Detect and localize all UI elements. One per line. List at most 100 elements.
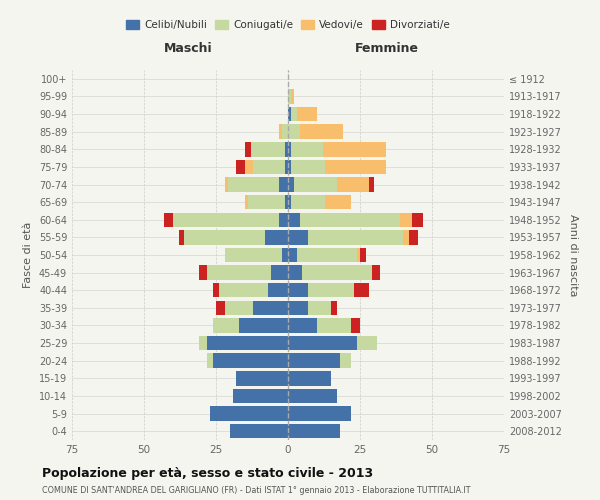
Bar — [288, 300, 308, 315]
Bar — [236, 160, 245, 174]
Bar — [288, 336, 357, 350]
Bar — [299, 212, 400, 227]
Bar — [179, 230, 184, 244]
Bar — [291, 160, 325, 174]
Bar — [248, 195, 285, 210]
Text: COMUNE DI SANT'ANDREA DEL GARIGLIANO (FR) - Dati ISTAT 1° gennaio 2013 - Elabora: COMUNE DI SANT'ANDREA DEL GARIGLIANO (FR… — [42, 486, 470, 495]
Bar — [268, 283, 288, 298]
Bar — [288, 318, 317, 332]
Bar — [280, 212, 288, 227]
Bar — [285, 160, 288, 174]
Bar — [308, 300, 331, 315]
Bar — [164, 212, 173, 227]
Bar — [323, 142, 386, 156]
Bar — [288, 160, 291, 174]
Bar — [291, 107, 296, 122]
Bar — [230, 424, 288, 438]
Bar — [403, 230, 409, 244]
Bar — [288, 354, 340, 368]
Bar — [368, 178, 374, 192]
Bar — [302, 266, 371, 280]
Bar — [288, 195, 291, 210]
Bar — [285, 195, 288, 210]
Bar — [236, 371, 288, 386]
Bar — [173, 212, 280, 227]
Legend: Celibi/Nubili, Coniugati/e, Vedovi/e, Divorziati/e: Celibi/Nubili, Coniugati/e, Vedovi/e, Di… — [122, 16, 454, 34]
Bar — [288, 212, 299, 227]
Bar — [216, 300, 224, 315]
Bar — [199, 266, 208, 280]
Bar — [331, 300, 337, 315]
Bar — [271, 266, 288, 280]
Bar — [325, 195, 352, 210]
Bar — [199, 336, 208, 350]
Bar — [288, 89, 291, 104]
Bar — [337, 178, 368, 192]
Bar — [210, 406, 288, 421]
Bar — [360, 248, 366, 262]
Bar — [325, 160, 386, 174]
Bar — [245, 142, 251, 156]
Bar — [371, 266, 380, 280]
Bar — [288, 124, 299, 139]
Text: Maschi: Maschi — [164, 42, 213, 55]
Text: Popolazione per età, sesso e stato civile - 2013: Popolazione per età, sesso e stato civil… — [42, 468, 373, 480]
Bar — [233, 388, 288, 403]
Bar — [219, 283, 268, 298]
Bar — [224, 300, 253, 315]
Bar — [288, 371, 331, 386]
Bar — [224, 178, 227, 192]
Bar — [224, 248, 282, 262]
Bar — [245, 195, 248, 210]
Bar — [317, 318, 352, 332]
Bar — [280, 124, 282, 139]
Bar — [352, 318, 360, 332]
Bar — [265, 230, 288, 244]
Bar — [291, 195, 325, 210]
Bar — [288, 266, 302, 280]
Bar — [357, 248, 360, 262]
Bar — [296, 248, 357, 262]
Bar — [184, 230, 265, 244]
Bar — [400, 212, 412, 227]
Bar — [308, 283, 354, 298]
Bar — [288, 283, 308, 298]
Bar — [208, 336, 288, 350]
Bar — [239, 318, 288, 332]
Bar — [213, 354, 288, 368]
Bar — [294, 178, 337, 192]
Bar — [409, 230, 418, 244]
Bar — [251, 142, 285, 156]
Bar — [208, 266, 271, 280]
Bar — [288, 406, 352, 421]
Bar — [280, 178, 288, 192]
Bar — [308, 230, 403, 244]
Bar — [282, 248, 288, 262]
Bar — [227, 178, 280, 192]
Bar — [288, 424, 340, 438]
Bar — [213, 283, 219, 298]
Bar — [288, 388, 337, 403]
Bar — [288, 142, 291, 156]
Text: Femmine: Femmine — [355, 42, 419, 55]
Bar — [296, 107, 317, 122]
Bar — [357, 336, 377, 350]
Bar — [412, 212, 424, 227]
Bar — [253, 300, 288, 315]
Y-axis label: Anni di nascita: Anni di nascita — [568, 214, 578, 296]
Bar — [208, 354, 213, 368]
Bar — [245, 160, 253, 174]
Bar — [253, 160, 285, 174]
Bar — [299, 124, 343, 139]
Bar — [285, 142, 288, 156]
Bar — [288, 248, 296, 262]
Bar — [291, 89, 294, 104]
Bar — [288, 178, 294, 192]
Y-axis label: Fasce di età: Fasce di età — [23, 222, 33, 288]
Bar — [354, 283, 368, 298]
Bar — [213, 318, 239, 332]
Bar — [288, 107, 291, 122]
Bar — [291, 142, 323, 156]
Bar — [288, 230, 308, 244]
Bar — [282, 124, 288, 139]
